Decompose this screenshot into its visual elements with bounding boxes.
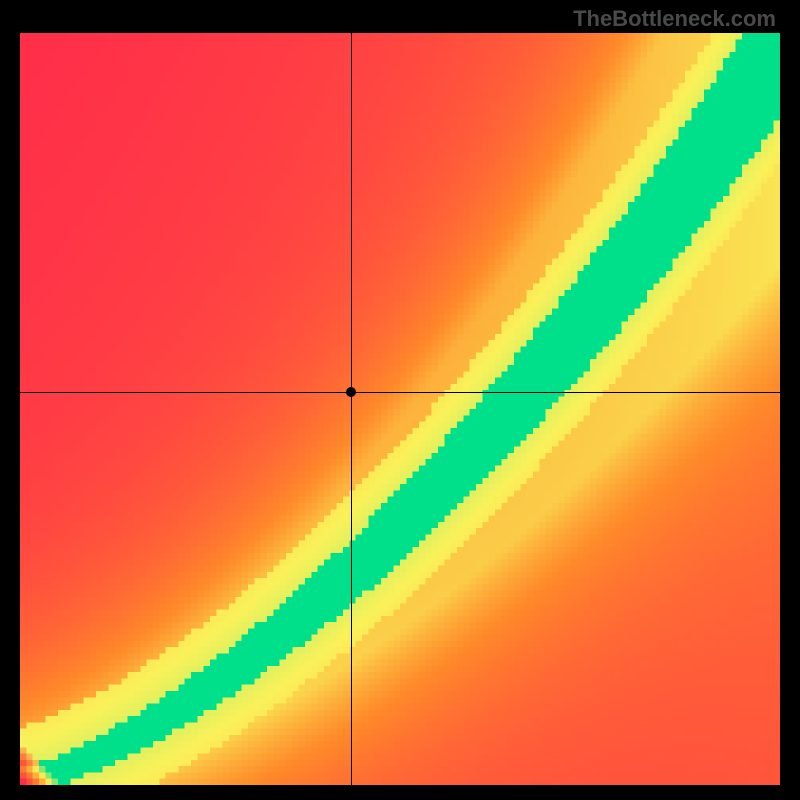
chart-container: { "watermark": "TheBottleneck.com", "can… [0,0,800,800]
watermark-text: TheBottleneck.com [573,6,776,32]
heatmap-canvas [20,33,780,785]
crosshair-vertical [351,33,352,785]
crosshair-marker [345,386,357,398]
crosshair-horizontal [20,392,780,393]
